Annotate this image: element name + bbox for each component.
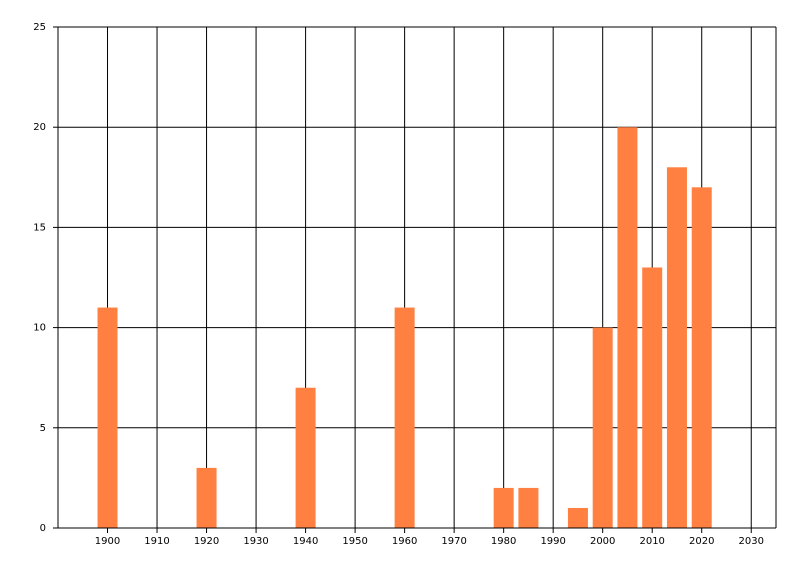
bar: [642, 267, 663, 528]
x-tick-label: 1970: [441, 536, 466, 547]
bar: [493, 487, 514, 528]
bar: [691, 187, 712, 528]
x-tick-label: 1920: [194, 536, 219, 547]
x-tick-label: 1900: [95, 536, 120, 547]
x-tick-label: 1950: [342, 536, 367, 547]
y-tick-label: 20: [33, 122, 46, 133]
x-tick-label: 2010: [639, 536, 664, 547]
bar: [666, 167, 687, 528]
bar: [592, 327, 613, 528]
x-tick-label: 1910: [144, 536, 169, 547]
y-tick-label: 0: [40, 523, 46, 534]
bar: [97, 307, 118, 528]
bar: [567, 507, 588, 528]
x-tick-label: 1990: [540, 536, 565, 547]
y-tick-label: 25: [33, 22, 46, 33]
bar: [295, 387, 316, 528]
x-tick-label: 1930: [243, 536, 268, 547]
y-tick-label: 15: [33, 222, 46, 233]
x-tick-label: 2020: [689, 536, 714, 547]
x-tick-label: 1960: [392, 536, 417, 547]
bar: [394, 307, 415, 528]
bar: [518, 487, 539, 528]
y-tick-label: 5: [40, 423, 46, 434]
x-tick-label: 2000: [590, 536, 615, 547]
x-tick-label: 1940: [293, 536, 318, 547]
y-tick-label: 10: [33, 323, 46, 334]
bar: [196, 467, 217, 528]
x-tick-label: 2030: [739, 536, 764, 547]
x-tick-label: 1980: [491, 536, 516, 547]
bar: [617, 127, 638, 528]
